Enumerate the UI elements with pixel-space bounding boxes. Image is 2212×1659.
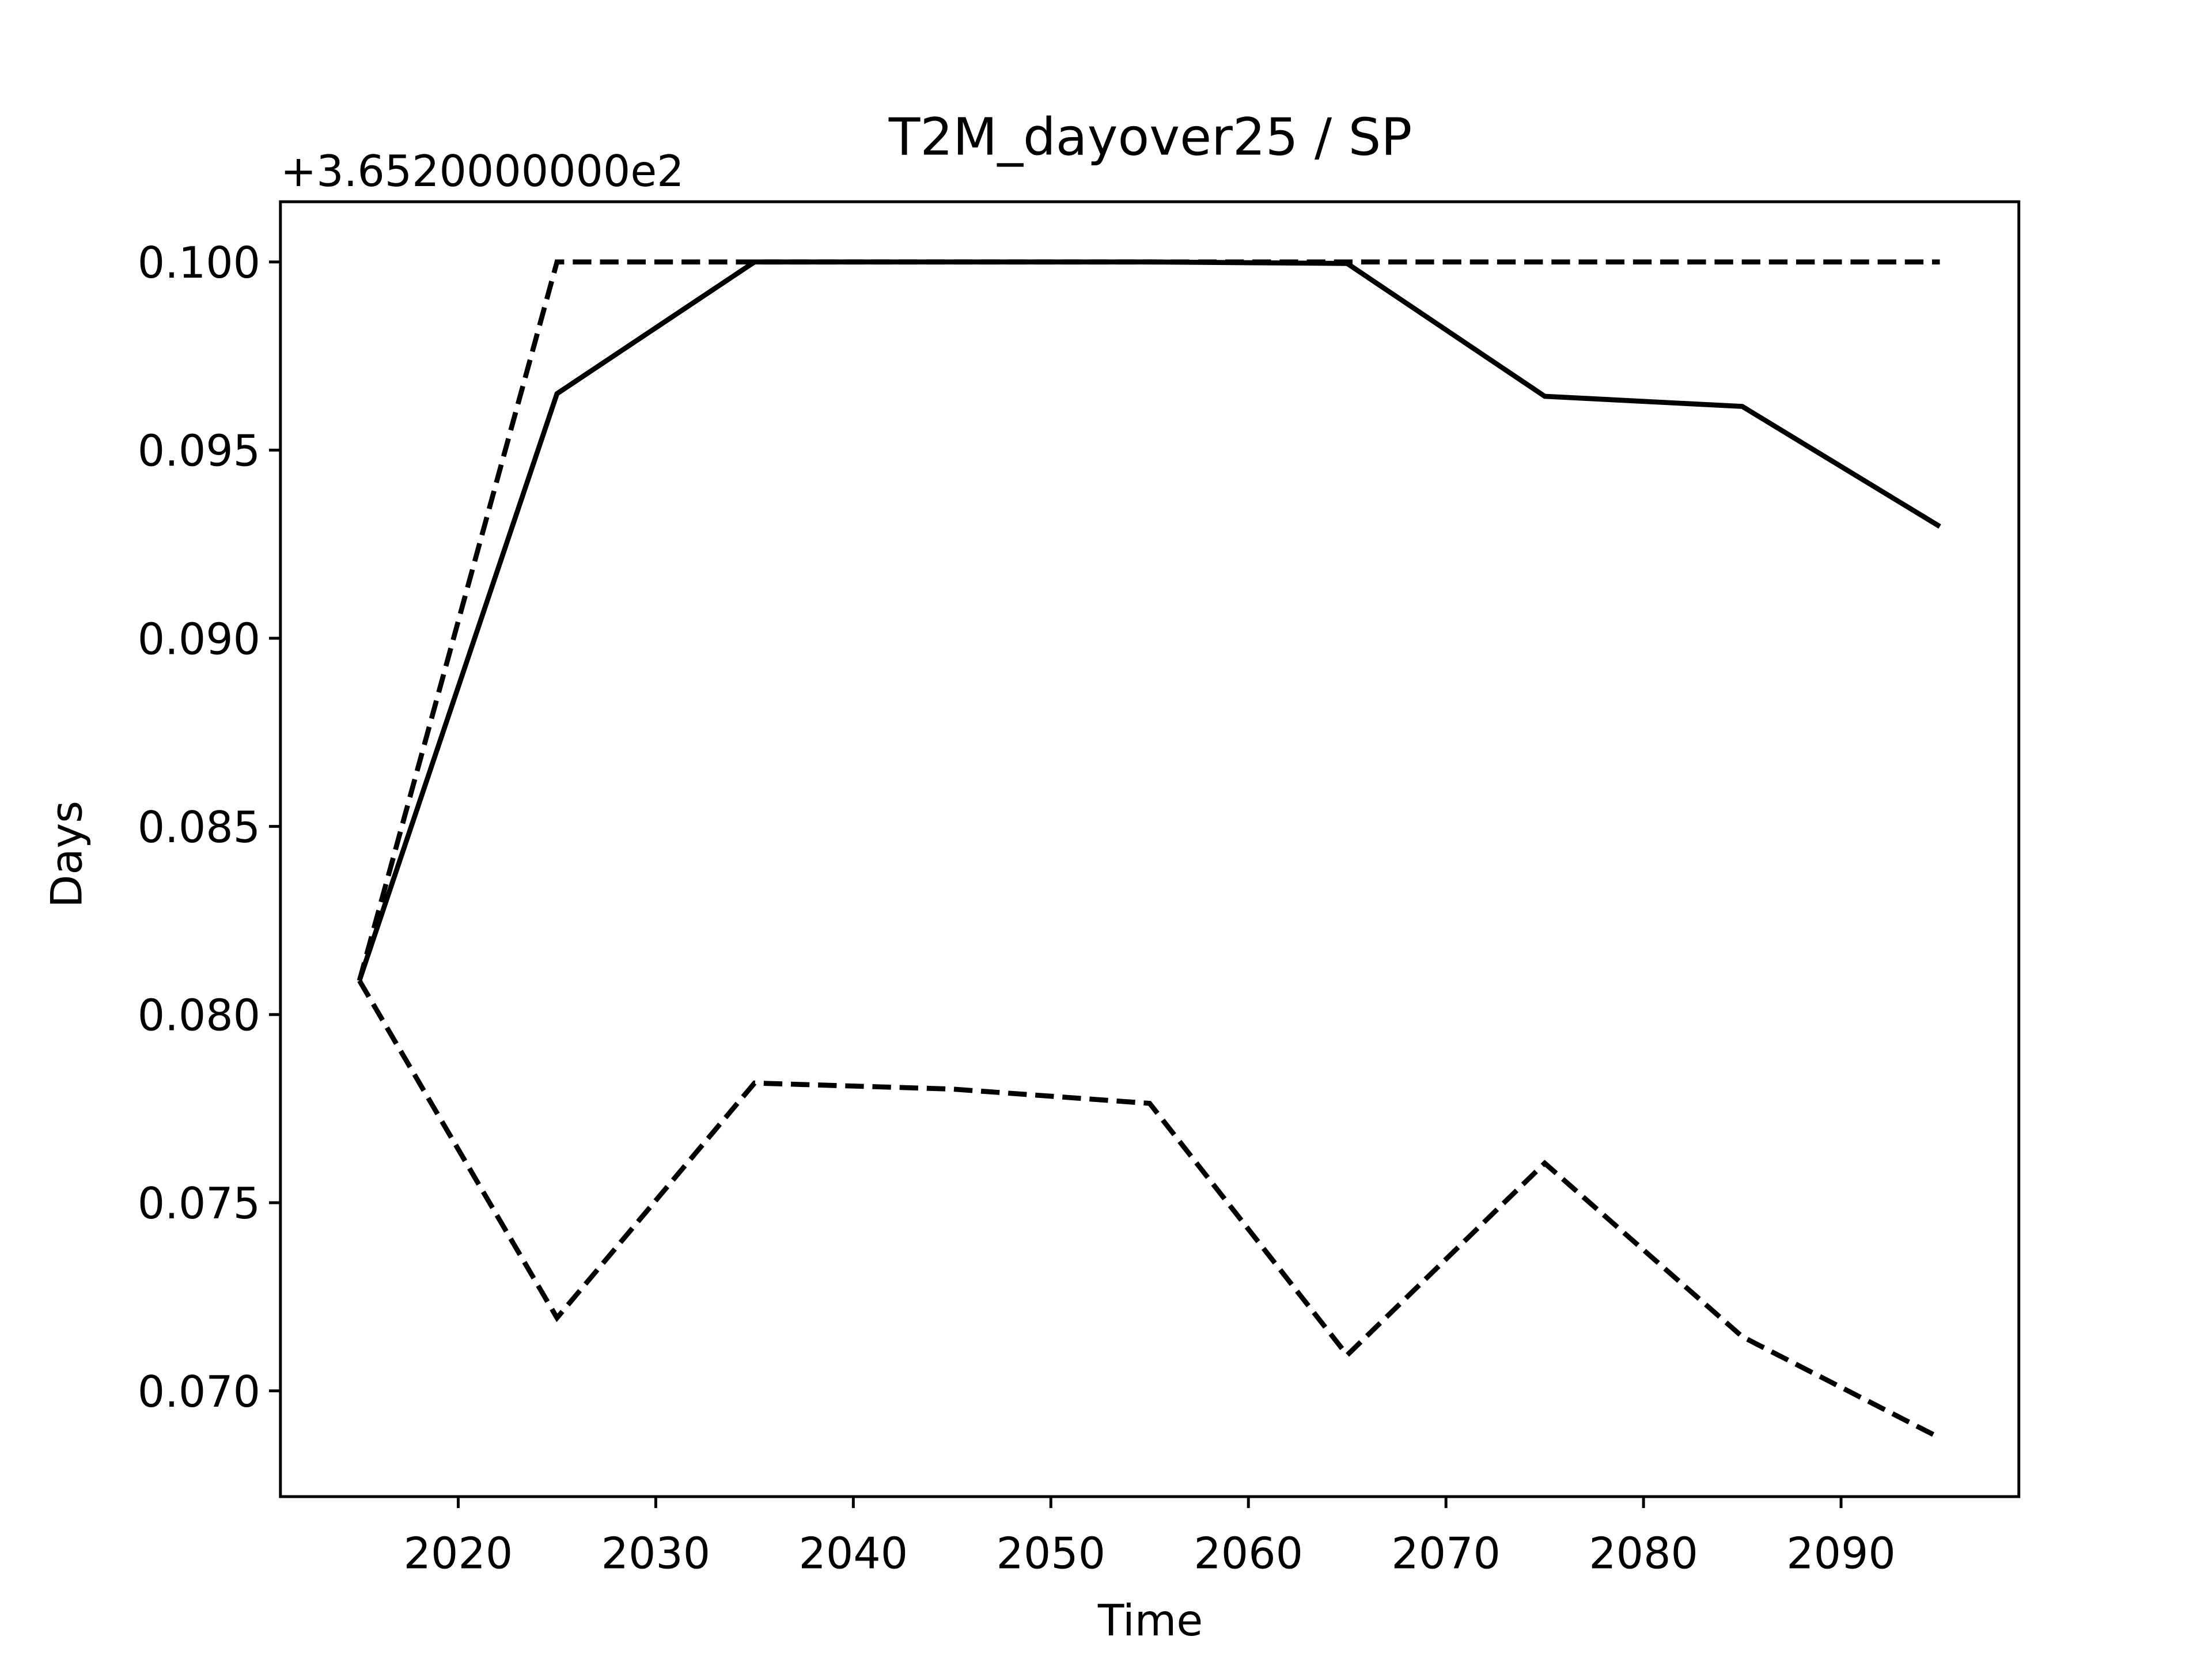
y-tick-label: 0.095 — [138, 426, 260, 476]
plot-frame — [279, 200, 2021, 1498]
y-tick-label: 0.090 — [138, 614, 260, 664]
series-line — [357, 979, 1941, 1441]
x-tick-label: 2080 — [1589, 1528, 1698, 1578]
x-tick-label: 2040 — [799, 1528, 908, 1578]
y-tick-label: 0.075 — [138, 1179, 260, 1229]
x-axis-label: Time — [1097, 1596, 1203, 1646]
x-tick-label: 2060 — [1194, 1528, 1303, 1578]
x-tick-label: 2090 — [1786, 1528, 1896, 1578]
x-tick-label: 2050 — [996, 1528, 1105, 1578]
x-tick-label: 2070 — [1391, 1528, 1501, 1578]
y-axis-label: Days — [42, 801, 92, 908]
y-tick-label: 0.080 — [138, 991, 260, 1041]
series-line — [357, 259, 1940, 982]
x-tick-label: 2030 — [601, 1528, 711, 1578]
y-offset-label: +3.6520000000e2 — [281, 146, 684, 196]
y-tick-label: 0.100 — [138, 238, 260, 288]
chart-title: T2M_dayover25 / SP — [888, 107, 1412, 167]
y-tick-label: 0.085 — [138, 802, 260, 853]
y-tick-label: 0.070 — [138, 1367, 260, 1417]
x-tick-label: 2020 — [404, 1528, 513, 1578]
